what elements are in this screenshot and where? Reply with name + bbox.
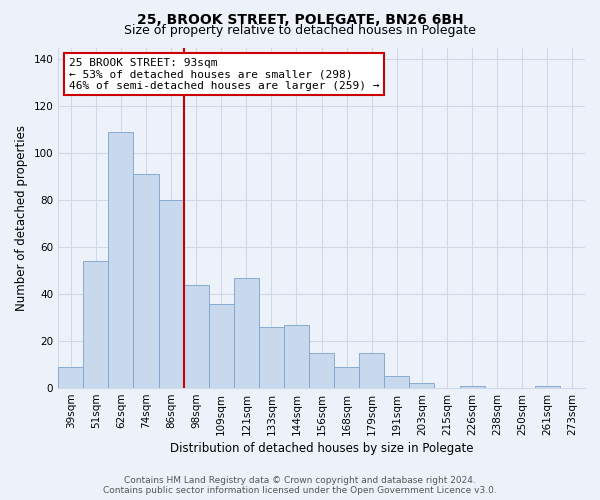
Bar <box>234 278 259 388</box>
Bar <box>184 284 209 388</box>
Text: 25, BROOK STREET, POLEGATE, BN26 6BH: 25, BROOK STREET, POLEGATE, BN26 6BH <box>137 12 463 26</box>
Y-axis label: Number of detached properties: Number of detached properties <box>15 125 28 311</box>
Bar <box>209 304 234 388</box>
Bar <box>385 376 409 388</box>
Bar <box>309 353 334 388</box>
Bar <box>334 367 359 388</box>
Bar <box>535 386 560 388</box>
X-axis label: Distribution of detached houses by size in Polegate: Distribution of detached houses by size … <box>170 442 473 455</box>
Text: Contains HM Land Registry data © Crown copyright and database right 2024.
Contai: Contains HM Land Registry data © Crown c… <box>103 476 497 495</box>
Bar <box>259 327 284 388</box>
Bar <box>359 353 385 388</box>
Bar <box>83 261 109 388</box>
Bar <box>158 200 184 388</box>
Bar <box>284 324 309 388</box>
Bar <box>133 174 158 388</box>
Bar <box>109 132 133 388</box>
Text: 25 BROOK STREET: 93sqm
← 53% of detached houses are smaller (298)
46% of semi-de: 25 BROOK STREET: 93sqm ← 53% of detached… <box>69 58 379 91</box>
Bar <box>409 384 434 388</box>
Text: Size of property relative to detached houses in Polegate: Size of property relative to detached ho… <box>124 24 476 37</box>
Bar <box>460 386 485 388</box>
Bar <box>58 367 83 388</box>
